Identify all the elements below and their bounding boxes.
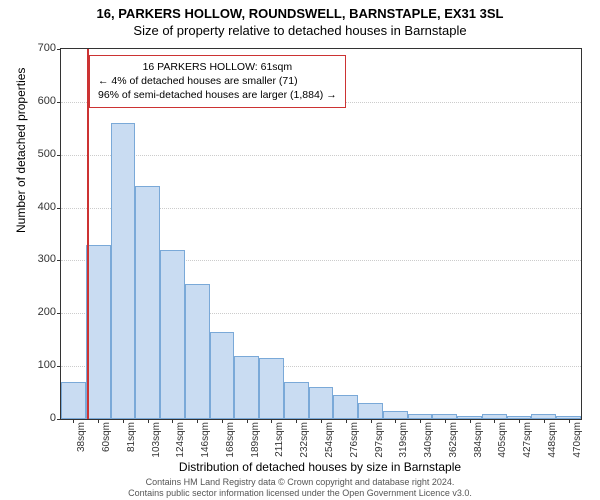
ytick-label: 300	[16, 253, 56, 265]
histogram-bar	[61, 382, 86, 419]
xtick-mark	[445, 419, 446, 423]
annotation-line-1: 16 PARKERS HOLLOW: 61sqm	[98, 60, 337, 74]
xtick-label: 340sqm	[423, 422, 434, 458]
ytick-label: 200	[16, 306, 56, 318]
ytick-mark	[57, 419, 61, 420]
page-title: 16, PARKERS HOLLOW, ROUNDSWELL, BARNSTAP…	[0, 0, 600, 21]
xtick-mark	[569, 419, 570, 423]
xtick-label: 276sqm	[349, 422, 360, 458]
ytick-label: 700	[16, 42, 56, 54]
ytick-mark	[57, 102, 61, 103]
histogram-bar	[111, 123, 136, 419]
xtick-mark	[371, 419, 372, 423]
histogram-bar	[135, 186, 160, 419]
xtick-label: 168sqm	[225, 422, 236, 458]
ytick-mark	[57, 313, 61, 314]
histogram-bar	[309, 387, 334, 419]
xtick-mark	[271, 419, 272, 423]
xtick-mark	[123, 419, 124, 423]
histogram-bar	[284, 382, 309, 419]
histogram-bar	[383, 411, 408, 419]
xtick-label: 103sqm	[151, 422, 162, 458]
histogram-bar	[86, 245, 111, 419]
gridline	[61, 155, 581, 156]
histogram-bar	[210, 332, 235, 419]
xtick-label: 470sqm	[572, 422, 583, 458]
xtick-mark	[296, 419, 297, 423]
annotation-line-3: 96% of semi-detached houses are larger (…	[98, 88, 337, 102]
xtick-mark	[148, 419, 149, 423]
histogram-bar	[160, 250, 185, 419]
ytick-label: 500	[16, 148, 56, 160]
xtick-label: 146sqm	[200, 422, 211, 458]
xtick-mark	[98, 419, 99, 423]
xtick-mark	[346, 419, 347, 423]
xtick-mark	[470, 419, 471, 423]
ytick-label: 400	[16, 201, 56, 213]
xtick-label: 124sqm	[175, 422, 186, 458]
xtick-mark	[420, 419, 421, 423]
xtick-label: 384sqm	[473, 422, 484, 458]
xtick-mark	[519, 419, 520, 423]
xtick-label: 297sqm	[374, 422, 385, 458]
ytick-mark	[57, 366, 61, 367]
footer-line-2: Contains public sector information licen…	[0, 488, 600, 499]
xtick-mark	[247, 419, 248, 423]
xtick-label: 232sqm	[299, 422, 310, 458]
ytick-mark	[57, 155, 61, 156]
xtick-label: 60sqm	[101, 422, 112, 452]
xtick-label: 319sqm	[398, 422, 409, 458]
xtick-label: 254sqm	[324, 422, 335, 458]
histogram-bar	[259, 358, 284, 419]
xtick-mark	[172, 419, 173, 423]
xtick-label: 81sqm	[126, 422, 137, 452]
xtick-mark	[395, 419, 396, 423]
annotation-box: 16 PARKERS HOLLOW: 61sqm ← 4% of detache…	[89, 55, 346, 108]
histogram-bar	[185, 284, 210, 419]
xtick-label: 211sqm	[274, 422, 285, 457]
xtick-mark	[544, 419, 545, 423]
histogram-bar	[234, 356, 259, 419]
ytick-mark	[57, 208, 61, 209]
ytick-label: 100	[16, 359, 56, 371]
xtick-mark	[494, 419, 495, 423]
x-axis-label: Distribution of detached houses by size …	[60, 460, 580, 474]
annotation-line-2: ← 4% of detached houses are smaller (71)	[98, 74, 337, 88]
histogram-bar	[358, 403, 383, 419]
xtick-mark	[197, 419, 198, 423]
xtick-label: 405sqm	[497, 422, 508, 458]
xtick-label: 427sqm	[522, 422, 533, 458]
page-subtitle: Size of property relative to detached ho…	[0, 21, 600, 38]
ytick-label: 0	[16, 412, 56, 424]
ytick-mark	[57, 49, 61, 50]
footer-line-1: Contains HM Land Registry data © Crown c…	[0, 477, 600, 488]
xtick-label: 189sqm	[250, 422, 261, 458]
ytick-mark	[57, 260, 61, 261]
xtick-mark	[321, 419, 322, 423]
ytick-label: 600	[16, 95, 56, 107]
xtick-mark	[222, 419, 223, 423]
chart-plot-area: 16 PARKERS HOLLOW: 61sqm ← 4% of detache…	[60, 48, 582, 420]
xtick-label: 38sqm	[76, 422, 87, 452]
histogram-bar	[333, 395, 358, 419]
xtick-label: 448sqm	[547, 422, 558, 458]
footer-credit: Contains HM Land Registry data © Crown c…	[0, 477, 600, 499]
xtick-label: 362sqm	[448, 422, 459, 458]
xtick-mark	[73, 419, 74, 423]
